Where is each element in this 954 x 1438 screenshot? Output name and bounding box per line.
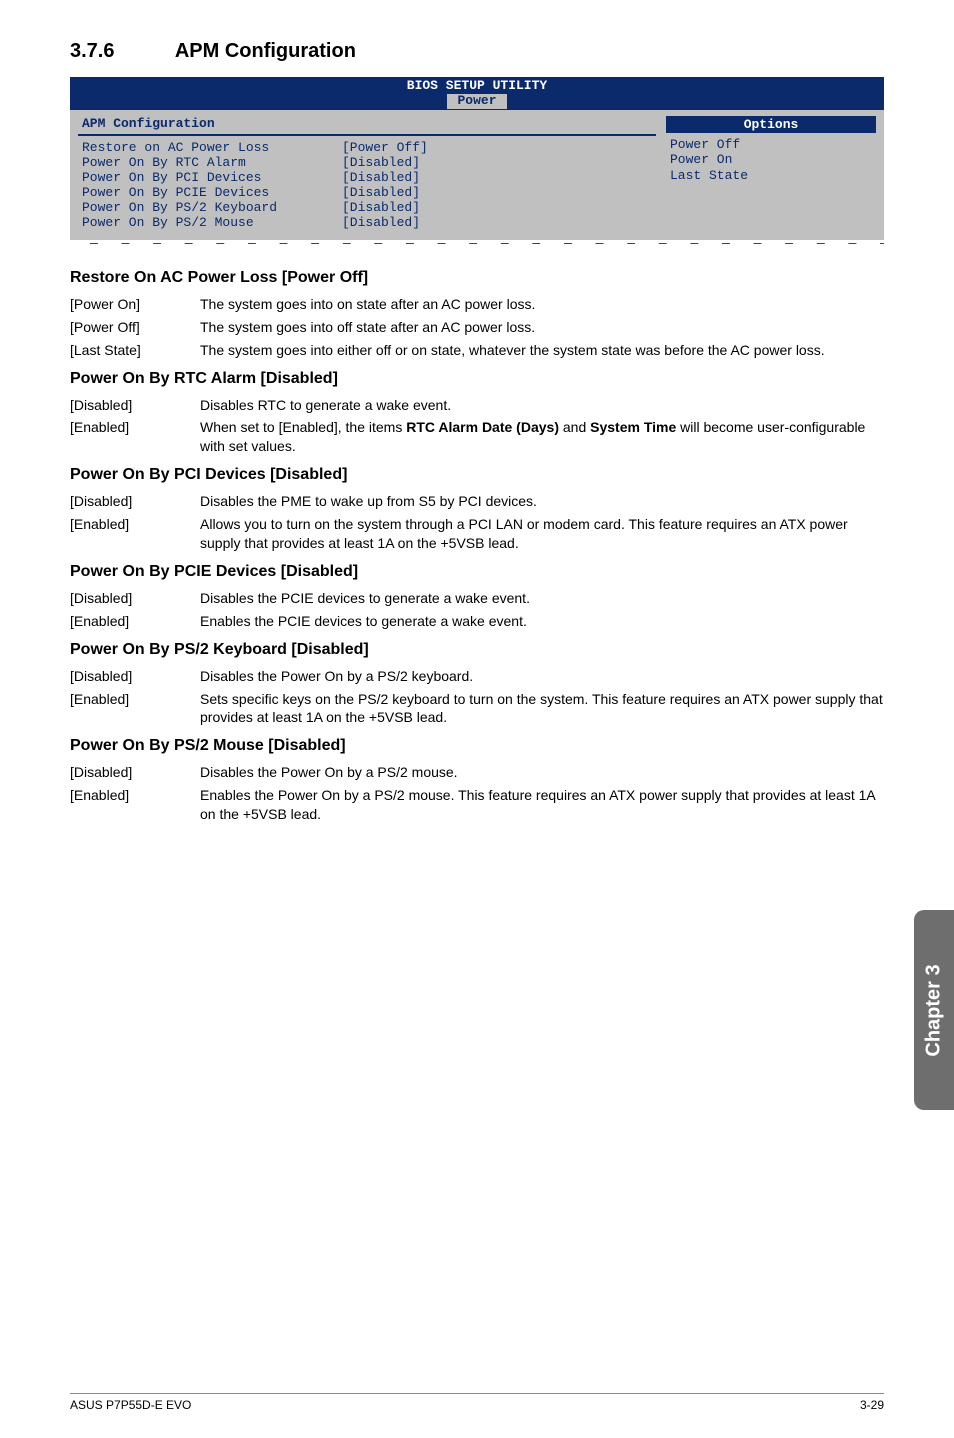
- section-title-text: APM Configuration: [175, 40, 356, 62]
- group-table: [Disabled]Disables RTC to generate a wak…: [70, 394, 884, 459]
- option-key: [Enabled]: [70, 610, 200, 633]
- section-number: 3.7.6: [70, 40, 170, 63]
- page-footer: ASUS P7P55D-E EVO 3-29: [70, 1393, 884, 1412]
- option-description: Sets specific keys on the PS/2 keyboard …: [200, 688, 884, 730]
- bios-option: Power On: [670, 152, 876, 168]
- section-heading: 3.7.6 APM Configuration: [70, 40, 884, 63]
- group-heading: Restore On AC Power Loss [Power Off]: [70, 269, 884, 287]
- table-row: [Enabled]Sets specific keys on the PS/2 …: [70, 688, 884, 730]
- group-table: [Disabled]Disables the Power On by a PS/…: [70, 761, 884, 826]
- footer-left: ASUS P7P55D-E EVO: [70, 1398, 191, 1412]
- group-heading: Power On By PS/2 Keyboard [Disabled]: [70, 641, 884, 659]
- bios-row-label: Restore on AC Power Loss: [82, 140, 342, 155]
- option-key: [Last State]: [70, 339, 200, 362]
- bios-row: Power On By PS/2 Mouse[Disabled]: [78, 215, 656, 230]
- table-row: [Enabled]Enables the PCIE devices to gen…: [70, 610, 884, 633]
- group-heading: Power On By RTC Alarm [Disabled]: [70, 370, 884, 388]
- table-row: [Enabled]Enables the Power On by a PS/2 …: [70, 784, 884, 826]
- option-key: [Enabled]: [70, 688, 200, 730]
- bios-row-label: Power On By PS/2 Keyboard: [82, 200, 342, 215]
- bios-option: Last State: [670, 168, 876, 184]
- option-description: Disables RTC to generate a wake event.: [200, 394, 884, 417]
- bios-row-value: [Disabled]: [342, 215, 656, 230]
- bios-row: Power On By PCI Devices[Disabled]: [78, 170, 656, 185]
- bios-header-title: BIOS SETUP UTILITY: [70, 79, 884, 94]
- option-key: [Disabled]: [70, 490, 200, 513]
- group-table: [Disabled]Disables the PCIE devices to g…: [70, 587, 884, 633]
- group-table: [Disabled]Disables the Power On by a PS/…: [70, 665, 884, 730]
- option-description: Disables the Power On by a PS/2 mouse.: [200, 761, 884, 784]
- bios-row: Restore on AC Power Loss[Power Off]: [78, 140, 656, 155]
- group-heading: Power On By PCIE Devices [Disabled]: [70, 563, 884, 581]
- bios-options-title: Options: [666, 116, 876, 133]
- option-key: [Power Off]: [70, 316, 200, 339]
- bios-option: Power Off: [670, 137, 876, 153]
- bios-body: APM Configuration Restore on AC Power Lo…: [70, 110, 884, 240]
- table-row: [Disabled]Disables RTC to generate a wak…: [70, 394, 884, 417]
- option-description: The system goes into on state after an A…: [200, 293, 884, 316]
- option-description: The system goes into either off or on st…: [200, 339, 884, 362]
- bios-row-label: Power On By PCI Devices: [82, 170, 342, 185]
- bios-left-panel: APM Configuration Restore on AC Power Lo…: [78, 116, 656, 230]
- option-key: [Disabled]: [70, 761, 200, 784]
- option-key: [Enabled]: [70, 784, 200, 826]
- bios-row-value: [Disabled]: [342, 155, 656, 170]
- bios-row-value: [Power Off]: [342, 140, 656, 155]
- option-key: [Disabled]: [70, 394, 200, 417]
- option-description: Disables the PME to wake up from S5 by P…: [200, 490, 884, 513]
- option-description: When set to [Enabled], the items RTC Ala…: [200, 416, 884, 458]
- bios-row-value: [Disabled]: [342, 200, 656, 215]
- option-key: [Enabled]: [70, 416, 200, 458]
- group-table: [Power On]The system goes into on state …: [70, 293, 884, 362]
- bios-panel-title: APM Configuration: [78, 116, 656, 131]
- bios-divider: [78, 134, 656, 136]
- bios-row-label: Power On By PS/2 Mouse: [82, 215, 342, 230]
- bios-row: Power On By PS/2 Keyboard[Disabled]: [78, 200, 656, 215]
- option-description: Allows you to turn on the system through…: [200, 513, 884, 555]
- option-description: The system goes into off state after an …: [200, 316, 884, 339]
- table-row: [Power Off]The system goes into off stat…: [70, 316, 884, 339]
- table-row: [Enabled]When set to [Enabled], the item…: [70, 416, 884, 458]
- table-row: [Disabled]Disables the PME to wake up fr…: [70, 490, 884, 513]
- bios-row-label: Power On By RTC Alarm: [82, 155, 342, 170]
- bios-row-value: [Disabled]: [342, 170, 656, 185]
- table-row: [Power On]The system goes into on state …: [70, 293, 884, 316]
- bios-row-value: [Disabled]: [342, 185, 656, 200]
- bios-row-label: Power On By PCIE Devices: [82, 185, 342, 200]
- bios-screenshot: BIOS SETUP UTILITY Power APM Configurati…: [70, 77, 884, 240]
- content-groups: Restore On AC Power Loss [Power Off] [Pow…: [70, 269, 884, 826]
- option-key: [Power On]: [70, 293, 200, 316]
- option-description: Disables the Power On by a PS/2 keyboard…: [200, 665, 884, 688]
- table-row: [Disabled]Disables the PCIE devices to g…: [70, 587, 884, 610]
- option-key: [Enabled]: [70, 513, 200, 555]
- bios-row: Power On By PCIE Devices[Disabled]: [78, 185, 656, 200]
- table-row: [Last State]The system goes into either …: [70, 339, 884, 362]
- bios-tab: Power: [447, 94, 506, 109]
- group-heading: Power On By PS/2 Mouse [Disabled]: [70, 737, 884, 755]
- table-row: [Disabled]Disables the Power On by a PS/…: [70, 761, 884, 784]
- chapter-side-tab-label: Chapter 3: [923, 964, 946, 1056]
- bios-right-panel: Options Power OffPower OnLast State: [666, 116, 876, 230]
- footer-right: 3-29: [860, 1398, 884, 1412]
- option-description: Disables the PCIE devices to generate a …: [200, 587, 884, 610]
- table-row: [Enabled]Allows you to turn on the syste…: [70, 513, 884, 555]
- table-row: [Disabled]Disables the Power On by a PS/…: [70, 665, 884, 688]
- option-key: [Disabled]: [70, 665, 200, 688]
- bios-row: Power On By RTC Alarm[Disabled]: [78, 155, 656, 170]
- group-table: [Disabled]Disables the PME to wake up fr…: [70, 490, 884, 555]
- bios-header: BIOS SETUP UTILITY Power: [70, 77, 884, 110]
- bios-rows: Restore on AC Power Loss[Power Off]Power…: [78, 140, 656, 230]
- option-description: Enables the Power On by a PS/2 mouse. Th…: [200, 784, 884, 826]
- chapter-side-tab: Chapter 3: [914, 910, 954, 1110]
- option-description: Enables the PCIE devices to generate a w…: [200, 610, 884, 633]
- group-heading: Power On By PCI Devices [Disabled]: [70, 466, 884, 484]
- bios-options-list: Power OffPower OnLast State: [666, 137, 876, 184]
- option-key: [Disabled]: [70, 587, 200, 610]
- dash-separator: — — — — — — — — — — — — — — — — — — — — …: [70, 236, 884, 251]
